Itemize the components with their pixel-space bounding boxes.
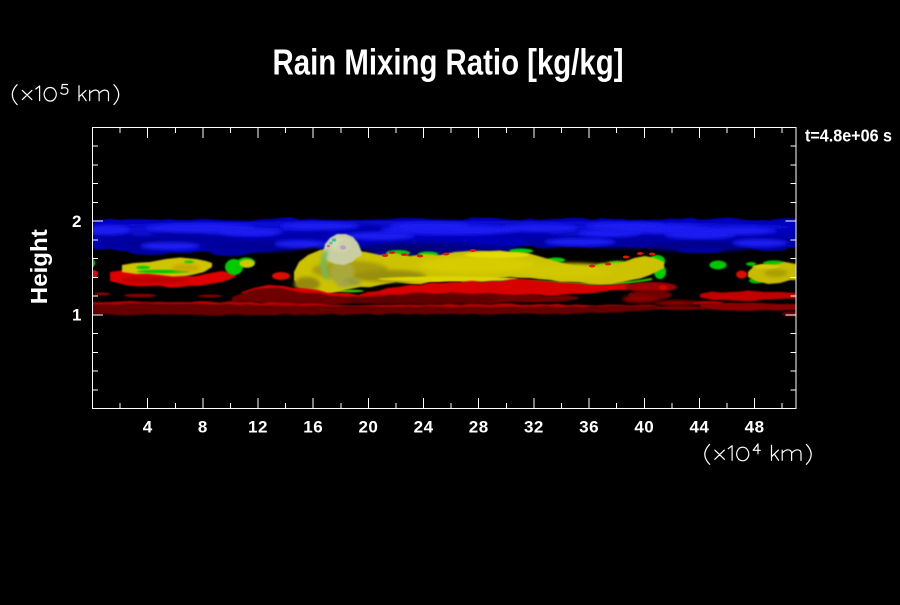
- svg-text:8: 8: [198, 418, 208, 437]
- svg-text:Rain Mixing Ratio [kg/kg]: Rain Mixing Ratio [kg/kg]: [273, 42, 624, 83]
- svg-text:2: 2: [72, 212, 82, 231]
- svg-text:Height: Height: [26, 229, 52, 304]
- svg-text:40: 40: [634, 418, 654, 437]
- svg-text:24: 24: [414, 418, 434, 437]
- svg-text:16: 16: [303, 418, 323, 437]
- svg-text:32: 32: [524, 418, 544, 437]
- svg-text:12: 12: [248, 418, 268, 437]
- svg-text:4: 4: [143, 418, 153, 437]
- svg-text:36: 36: [579, 418, 599, 437]
- svg-text:1: 1: [72, 306, 82, 325]
- svg-text:44: 44: [689, 418, 709, 437]
- svg-text:48: 48: [745, 418, 765, 437]
- svg-text:20: 20: [358, 418, 378, 437]
- svg-text:t=4.8e+06 s: t=4.8e+06 s: [805, 125, 892, 145]
- svg-text:28: 28: [469, 418, 489, 437]
